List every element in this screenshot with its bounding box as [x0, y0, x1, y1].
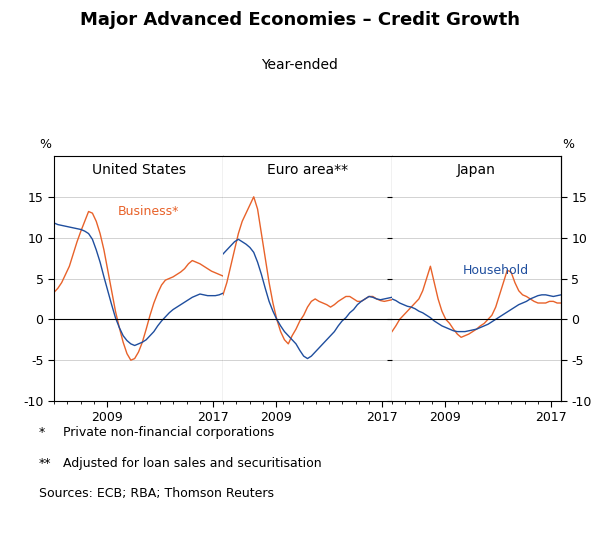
Text: **: ** [39, 457, 52, 470]
Text: Adjusted for loan sales and securitisation: Adjusted for loan sales and securitisati… [63, 457, 322, 470]
Text: *: * [39, 426, 45, 439]
Text: Year-ended: Year-ended [262, 58, 338, 72]
Text: United States: United States [91, 163, 185, 177]
Text: Private non-financial corporations: Private non-financial corporations [63, 426, 274, 439]
Text: %: % [562, 138, 574, 151]
Text: Sources: ECB; RBA; Thomson Reuters: Sources: ECB; RBA; Thomson Reuters [39, 487, 274, 500]
Text: Japan: Japan [457, 163, 496, 177]
Text: Euro area**: Euro area** [267, 163, 348, 177]
Text: Household: Household [463, 263, 529, 277]
Text: Major Advanced Economies – Credit Growth: Major Advanced Economies – Credit Growth [80, 11, 520, 29]
Text: %: % [39, 138, 51, 151]
Text: Business*: Business* [118, 205, 179, 218]
